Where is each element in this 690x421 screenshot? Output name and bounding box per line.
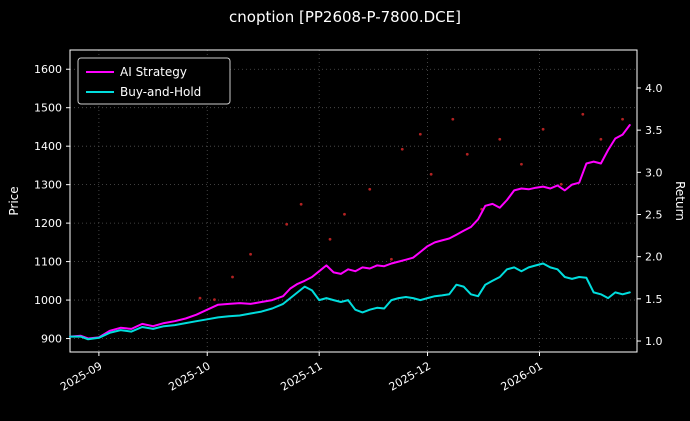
signal-dot <box>465 152 469 156</box>
x-tick-label: 2025-11 <box>278 359 324 393</box>
price-tick-label: 1000 <box>34 294 62 307</box>
gridlines <box>70 50 637 352</box>
return-tick-label: 1.0 <box>645 335 663 348</box>
y-axis-label-left: Price <box>7 186 21 215</box>
return-tick-label: 3.5 <box>645 124 663 137</box>
signal-dot <box>451 117 455 121</box>
price-tick-label: 1400 <box>34 140 62 153</box>
line-buy-and-hold <box>69 262 631 341</box>
x-tick-label: 2025-09 <box>58 359 104 393</box>
signal-dot <box>343 212 346 216</box>
return-tick-label: 3.0 <box>645 166 663 179</box>
return-tick-label: 2.5 <box>645 208 663 221</box>
price-tick-label: 900 <box>41 333 62 346</box>
signal-dot <box>249 252 252 256</box>
price-tick-label: 1500 <box>34 102 62 115</box>
return-tick-label: 4.0 <box>645 82 663 95</box>
return-tick-label: 2.0 <box>645 251 663 264</box>
signal-dot <box>213 298 216 302</box>
price-tick-label: 1100 <box>34 256 62 269</box>
legend-label: Buy-and-Hold <box>120 85 201 99</box>
signal-dot <box>198 296 202 300</box>
x-tick-label: 2025-10 <box>166 359 212 393</box>
legend: AI Strategy Buy-and-Hold <box>77 57 231 105</box>
signal-dot <box>581 112 585 116</box>
signal-dot <box>285 222 289 226</box>
signal-dot <box>418 132 422 136</box>
signal-dot <box>390 257 393 261</box>
signal-dot <box>368 187 372 191</box>
signal-dot <box>520 162 523 166</box>
line-ai-strategy <box>69 124 631 340</box>
chart-title: cnoption [PP2608-P-7800.DCE] <box>229 8 461 26</box>
plot-border <box>69 49 638 353</box>
signal-dot <box>599 137 603 141</box>
data-series <box>69 112 631 341</box>
legend-label: AI Strategy <box>120 65 187 79</box>
price-tick-label: 1300 <box>34 179 62 192</box>
return-tick-label: 1.5 <box>645 293 663 306</box>
signal-dot <box>299 202 303 206</box>
signal-dot <box>429 172 433 176</box>
signal-dot <box>621 117 624 121</box>
signal-dot <box>559 182 563 186</box>
signal-dot <box>498 137 502 141</box>
signal-dot <box>400 147 404 151</box>
signal-dot <box>231 275 234 279</box>
y-axis-label-right: Return <box>673 181 687 221</box>
x-tick-label: 2026-01 <box>499 359 545 393</box>
x-tick-label: 2025-12 <box>387 359 433 393</box>
signal-dot <box>541 127 545 131</box>
price-tick-label: 1600 <box>34 63 62 76</box>
legend-box <box>77 57 231 105</box>
price-tick-label: 1200 <box>34 217 62 230</box>
signal-dot <box>328 237 332 241</box>
